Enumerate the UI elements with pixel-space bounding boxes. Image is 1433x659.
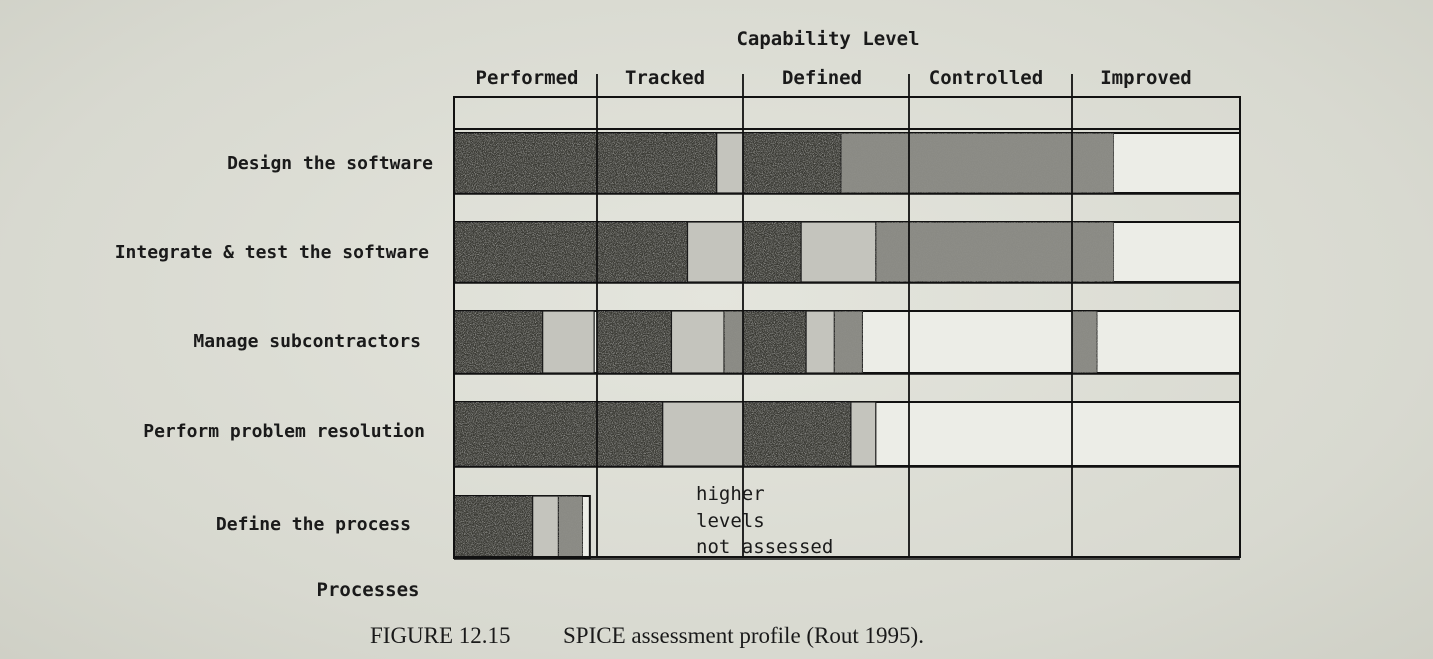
process-label: Perform problem resolution xyxy=(143,421,425,442)
rating-segment-medium xyxy=(908,132,1073,194)
note-line-1: higher xyxy=(696,483,765,505)
rating-segment-medium xyxy=(723,310,744,374)
grid-frame xyxy=(453,96,1241,558)
level-header-improved: Improved xyxy=(1100,67,1192,89)
rating-segment-light xyxy=(805,310,835,374)
rating-segment-light xyxy=(850,401,877,467)
note-line-2: levels xyxy=(696,510,765,532)
rating-segment-medium xyxy=(840,132,910,194)
rating-segment-medium xyxy=(833,310,864,374)
rating-segment-medium xyxy=(1071,310,1098,374)
rating-segment-dark xyxy=(742,310,807,374)
rating-segment-light xyxy=(662,401,744,467)
rating-segment-light xyxy=(670,310,725,374)
rating-segment-light xyxy=(716,132,744,194)
rating-segment-medium xyxy=(908,221,1073,283)
process-label: Integrate & test the software xyxy=(115,242,429,263)
figure-number: FIGURE 12.15 xyxy=(370,623,511,648)
level-header-performed: Performed xyxy=(476,67,579,89)
rating-segment-dark xyxy=(742,401,852,467)
rating-segment-medium xyxy=(1071,132,1115,194)
rating-segment-light xyxy=(542,310,595,374)
processes-label: Processes xyxy=(317,579,420,601)
level-header-defined: Defined xyxy=(782,67,862,89)
rating-segment-light xyxy=(686,221,744,283)
rating-segment-dark xyxy=(453,132,718,194)
grid-lines xyxy=(453,74,1241,560)
rating-segment-medium xyxy=(557,495,584,559)
rating-segment-dark xyxy=(742,221,802,283)
process-labels: Design the software Integrate & test the … xyxy=(115,153,433,535)
capability-level-title: Capability Level xyxy=(736,28,919,50)
level-header-tracked: Tracked xyxy=(625,67,705,89)
process-label: Design the software xyxy=(227,153,433,174)
process-label: Manage subcontractors xyxy=(193,331,421,352)
rating-segment-medium xyxy=(1071,221,1115,283)
rating-segment-dark xyxy=(453,310,544,374)
rating-segment-dark xyxy=(742,132,842,194)
rating-segment-medium xyxy=(875,221,910,283)
level-header-controlled: Controlled xyxy=(929,67,1043,89)
rating-segment-dark xyxy=(596,310,673,374)
process-label: Define the process xyxy=(216,514,411,535)
note-line-3: not assessed xyxy=(696,536,833,558)
rating-segment-dark xyxy=(453,401,664,467)
rating-segment-light xyxy=(800,221,877,283)
rating-segment-dark xyxy=(453,221,689,283)
process-rows xyxy=(453,132,1241,559)
level-headers: Performed Tracked Defined Controlled Improve… xyxy=(476,67,1192,89)
rating-segment-light xyxy=(532,495,559,559)
rating-segment-dark xyxy=(453,495,534,559)
figure-caption: SPICE assessment profile (Rout 1995). xyxy=(563,623,924,648)
